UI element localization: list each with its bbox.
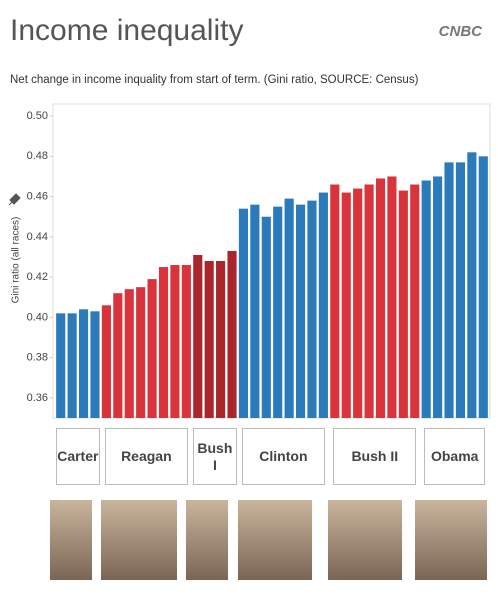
bar (113, 293, 123, 418)
brand: CNBC (439, 23, 483, 40)
bar (318, 192, 328, 418)
bar (193, 254, 203, 418)
bar (307, 200, 317, 418)
bar (67, 313, 77, 418)
y-tick-label: 0.42 (27, 271, 48, 283)
bar (467, 152, 477, 419)
bar (216, 261, 226, 418)
bar (204, 261, 214, 418)
photo (186, 500, 228, 580)
bar (330, 184, 340, 418)
bar (387, 176, 397, 418)
y-tick-label: 0.44 (27, 231, 48, 243)
y-axis-label: Gini ratio (all races) (11, 217, 22, 304)
y-tick-label: 0.48 (27, 150, 48, 162)
bar (341, 192, 351, 418)
y-tick-label: 0.46 (27, 190, 48, 202)
photo (101, 500, 177, 580)
bar (295, 204, 306, 418)
title: Income inequality (10, 14, 243, 47)
bar (158, 267, 169, 418)
bar (181, 265, 191, 418)
bar (478, 156, 488, 419)
bar (444, 162, 454, 418)
bar (227, 250, 237, 418)
bar (170, 265, 180, 418)
photo (328, 500, 402, 580)
subtitle: Net change in income inquality from star… (10, 74, 419, 86)
bar (101, 305, 111, 418)
bar (250, 204, 260, 418)
bar (433, 176, 443, 418)
bar (375, 178, 386, 418)
bar (238, 208, 249, 418)
photo (50, 500, 92, 580)
president-button[interactable]: Bush I (192, 428, 237, 485)
bar (364, 184, 374, 418)
bar (410, 184, 420, 418)
bar (261, 216, 271, 418)
bar (273, 206, 283, 418)
bar (56, 313, 66, 418)
y-tick-label: 0.36 (27, 392, 48, 404)
president-button[interactable]: Obama (424, 428, 485, 485)
president-button[interactable]: Bush II (333, 428, 417, 485)
bar (124, 289, 134, 418)
president-button[interactable]: Carter (55, 428, 100, 485)
y-tick-label: 0.38 (27, 352, 48, 364)
photo (238, 500, 312, 580)
bar (78, 309, 89, 418)
bar (90, 311, 100, 418)
bar (455, 162, 466, 418)
photo (415, 500, 487, 580)
bar (421, 180, 431, 418)
president-button[interactable]: Clinton (241, 428, 326, 485)
y-tick-label: 0.50 (27, 110, 48, 122)
bar (353, 188, 363, 418)
bar (284, 198, 294, 418)
president-button[interactable]: Reagan (104, 428, 189, 485)
y-tick-label: 0.40 (27, 311, 48, 323)
bar (147, 279, 157, 418)
pin-icon (8, 193, 21, 206)
bar (398, 190, 408, 418)
bar (136, 287, 146, 418)
